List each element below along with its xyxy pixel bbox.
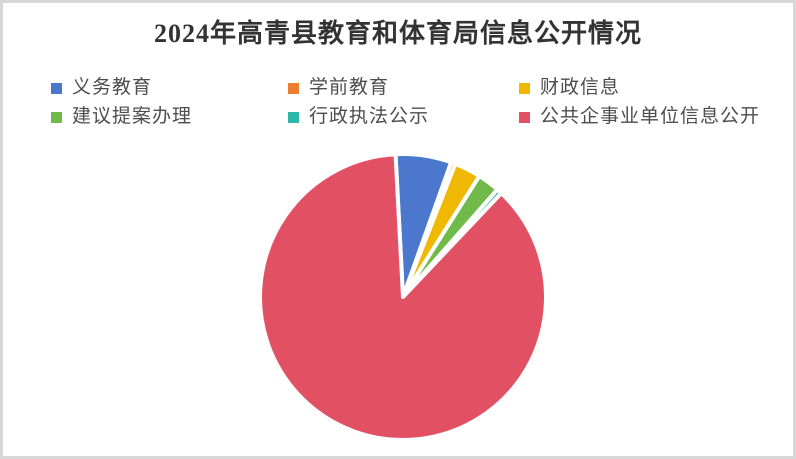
legend-item-preschool-education[interactable]: 学前教育: [288, 77, 519, 99]
legend-item-fiscal-information[interactable]: 财政信息: [519, 77, 760, 99]
legend-swatch-icon: [51, 82, 62, 94]
legend-label: 财政信息: [540, 77, 621, 98]
legend-item-proposal-handling[interactable]: 建议提案办理: [51, 106, 288, 128]
legend-item-compulsory-education[interactable]: 义务教育: [51, 77, 288, 99]
legend-swatch-icon: [51, 111, 62, 123]
legend-item-public-institutions-disclosure[interactable]: 公共企事业单位信息公开: [519, 106, 760, 128]
pie-chart: [258, 152, 548, 442]
legend-label: 义务教育: [72, 77, 153, 98]
legend-label: 学前教育: [309, 77, 390, 98]
legend-swatch-icon: [288, 82, 299, 94]
legend-swatch-icon: [519, 82, 530, 94]
chart-title: 2024年高青县教育和体育局信息公开情况: [153, 19, 642, 48]
legend-swatch-icon: [519, 111, 530, 123]
legend-item-law-enforcement-publicity[interactable]: 行政执法公示: [288, 106, 519, 128]
legend: 义务教育 学前教育 财政信息 建议提案办理 行政执法公示 公共企事业单位信息公开: [51, 77, 760, 128]
pie-slice-5[interactable]: [258, 152, 548, 442]
legend-label: 行政执法公示: [309, 106, 430, 127]
legend-label: 公共企事业单位信息公开: [540, 106, 761, 127]
legend-label: 建议提案办理: [72, 106, 193, 127]
legend-swatch-icon: [288, 111, 299, 123]
